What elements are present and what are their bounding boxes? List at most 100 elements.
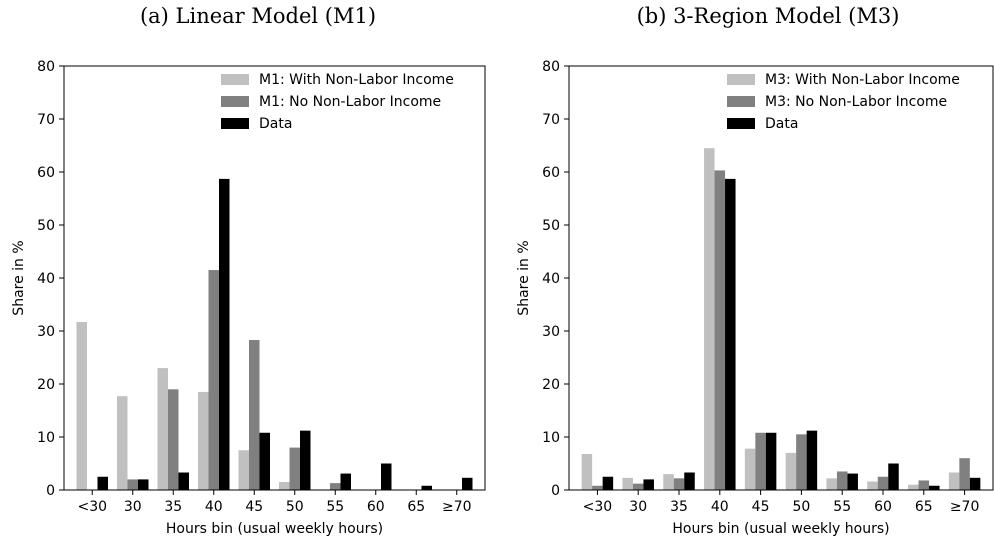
bar-data-2	[178, 472, 189, 490]
bar-data-2	[684, 472, 695, 490]
x-tick-label: 60	[874, 499, 892, 515]
y-tick-label: 60	[542, 165, 560, 181]
bar-with-income-2	[157, 368, 168, 490]
x-tick-label: 35	[670, 499, 688, 515]
bar-data-3	[725, 178, 736, 490]
bar-with-income-5	[279, 482, 290, 490]
bar-with-income-3	[704, 148, 715, 490]
legend-label: M3: With Non-Labor Income	[765, 72, 960, 88]
bar-with-income-1	[117, 396, 128, 490]
bar-with-income-7	[867, 481, 878, 490]
bar-data-9	[462, 477, 473, 490]
bar-no-income-9	[959, 458, 970, 490]
y-tick-label: 70	[37, 112, 55, 128]
bar-no-income-0	[592, 485, 603, 490]
bar-no-income-3	[714, 170, 726, 490]
chart-title: (a) Linear Model (M1)	[140, 4, 376, 28]
bar-no-income-8	[918, 480, 930, 490]
bar-with-income-8	[908, 484, 919, 490]
y-tick-label: 20	[37, 377, 55, 393]
y-axis-label: Share in %	[516, 240, 532, 315]
bar-no-income-4	[249, 340, 260, 490]
bar-data-5	[806, 430, 818, 490]
x-tick-label: 65	[915, 499, 933, 515]
bar-with-income-0	[76, 321, 87, 490]
y-tick-label: 10	[542, 430, 560, 446]
x-axis-label: Hours bin (usual weekly hours)	[672, 521, 889, 537]
x-tick-label: 60	[367, 499, 385, 515]
y-axis-label: Share in %	[11, 240, 27, 315]
legend-swatch	[221, 74, 249, 85]
bar-data-7	[381, 463, 392, 490]
x-tick-label: 55	[833, 499, 851, 515]
x-tick-label: 40	[711, 499, 729, 515]
bar-no-income-1	[127, 479, 138, 490]
bar-data-7	[888, 463, 899, 490]
bar-with-income-1	[622, 477, 633, 490]
y-tick-label: 80	[37, 59, 55, 75]
bar-data-4	[765, 432, 777, 490]
bar-no-income-6	[836, 471, 848, 490]
legend-label: Data	[259, 116, 292, 132]
legend-label: M3: No Non-Labor Income	[765, 94, 947, 110]
x-tick-label: 50	[286, 499, 304, 515]
x-tick-label: 30	[629, 499, 647, 515]
bar-no-income-2	[168, 389, 179, 490]
legend: M1: With Non-Labor Income M1: No Non-Labo…	[221, 72, 454, 132]
bar-with-income-6	[826, 478, 837, 490]
bar-with-income-4	[238, 450, 249, 490]
y-tick-label: 30	[542, 324, 560, 340]
bar-data-0	[602, 476, 614, 490]
bar-data-8	[929, 485, 940, 490]
x-tick-label: 50	[792, 499, 810, 515]
chart-panel-linear-model: (a) Linear Model (M1) 0 10 20 30 40 50 60 70 80 <3…	[11, 4, 486, 537]
y-tick-label: 40	[542, 271, 560, 287]
legend-swatch	[221, 96, 249, 107]
x-axis-label: Hours bin (usual weekly hours)	[166, 521, 383, 537]
y-tick-label: 20	[542, 377, 560, 393]
bar-data-1	[643, 479, 654, 490]
x-tick-label: ≥70	[442, 499, 472, 515]
y-tick-label: 40	[37, 271, 55, 287]
x-tick-label: 35	[164, 499, 182, 515]
bar-no-income-7	[877, 476, 889, 490]
y-tick-label: 50	[37, 218, 55, 234]
chart-panel-3-region-model: (b) 3-Region Model (M3) 0 10 20 30 40 50 60 70 80…	[516, 4, 994, 537]
x-tick-label: <30	[583, 499, 613, 515]
bar-with-income-4	[744, 448, 756, 490]
y-tick-label: 0	[46, 483, 55, 499]
bar-no-income-1	[632, 483, 644, 490]
chart-title: (b) 3-Region Model (M3)	[637, 4, 900, 28]
bar-data-8	[421, 485, 432, 490]
legend-swatch	[727, 118, 755, 129]
x-tick-label: 45	[752, 499, 770, 515]
bar-no-income-3	[208, 270, 219, 490]
bar-no-income-5	[796, 434, 807, 490]
legend: M3: With Non-Labor Income M3: No Non-Labo…	[727, 72, 960, 132]
bar-data-9	[969, 477, 981, 490]
bar-with-income-5	[785, 452, 797, 490]
bar-no-income-5	[289, 447, 300, 490]
bar-no-income-6	[330, 483, 341, 490]
legend-swatch	[727, 96, 755, 107]
x-tick-label: 30	[124, 499, 142, 515]
y-tick-label: 60	[37, 165, 55, 181]
bar-data-6	[847, 473, 858, 490]
bar-data-6	[340, 473, 351, 490]
legend-swatch	[727, 74, 755, 85]
x-tick-label: ≥70	[950, 499, 980, 515]
x-tick-label: 45	[245, 499, 263, 515]
y-tick-label: 70	[542, 112, 560, 128]
x-tick-label: 55	[326, 499, 344, 515]
legend-label: M1: With Non-Labor Income	[259, 72, 454, 88]
bar-with-income-2	[663, 474, 674, 490]
bar-with-income-3	[198, 391, 209, 490]
bar-with-income-9	[948, 472, 960, 490]
bar-no-income-2	[673, 478, 685, 490]
x-tick-label: 65	[407, 499, 425, 515]
y-tick-label: 80	[542, 59, 560, 75]
x-tick-label: 40	[205, 499, 223, 515]
x-tick-label: <30	[77, 499, 107, 515]
bar-no-income-4	[755, 432, 766, 490]
